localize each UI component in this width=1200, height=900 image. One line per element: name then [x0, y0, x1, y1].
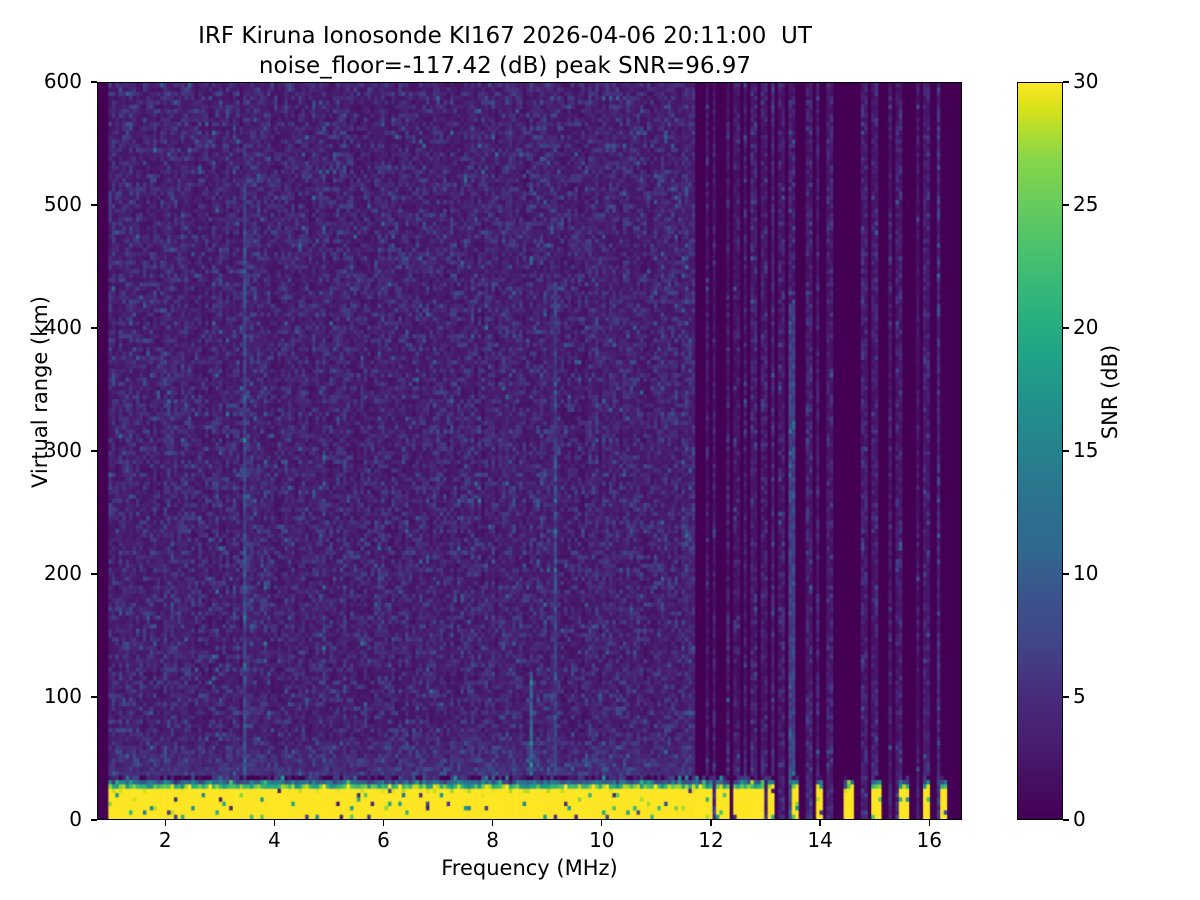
x-tick-mark [601, 820, 603, 826]
figure-title: IRF Kiruna Ionosonde KI167 2026-04-06 20… [0, 22, 1010, 82]
y-tick-label: 100 [43, 684, 82, 708]
ionogram-heatmap [98, 83, 961, 819]
colorbar-tick-mark [1063, 327, 1069, 329]
colorbar-tick-label: 5 [1073, 684, 1086, 708]
title-line-1: IRF Kiruna Ionosonde KI167 2026-04-06 20… [198, 23, 812, 49]
y-tick-label: 200 [43, 561, 82, 585]
y-tick-mark [91, 327, 97, 329]
x-tick-label: 14 [807, 828, 833, 852]
colorbar-gradient [1017, 82, 1063, 820]
y-tick-mark [91, 81, 97, 83]
colorbar-tick-mark [1063, 204, 1069, 206]
y-tick-label: 400 [43, 315, 82, 339]
x-axis-label: Frequency (MHz) [441, 856, 618, 880]
y-tick-mark [91, 696, 97, 698]
colorbar-tick-mark [1063, 696, 1069, 698]
y-axis-label: Virtual range (km) [28, 295, 52, 489]
colorbar-label: SNR (dB) [1098, 344, 1122, 440]
x-tick-mark [492, 820, 494, 826]
colorbar-tick-label: 20 [1073, 315, 1099, 339]
title-line-2: noise_floor=-117.42 (dB) peak SNR=96.97 [258, 52, 752, 79]
x-tick-mark [819, 820, 821, 826]
colorbar-tick-label: 15 [1073, 438, 1099, 462]
x-tick-mark [273, 820, 275, 826]
y-tick-mark [91, 204, 97, 206]
y-tick-label: 600 [43, 69, 82, 93]
y-tick-label: 500 [43, 192, 82, 216]
colorbar-tick-mark [1063, 819, 1069, 821]
x-tick-label: 12 [698, 828, 724, 852]
colorbar-tick-label: 10 [1073, 561, 1099, 585]
y-tick-mark [91, 573, 97, 575]
y-tick-mark [91, 450, 97, 452]
colorbar-tick-label: 0 [1073, 807, 1086, 831]
colorbar-tick-mark [1063, 573, 1069, 575]
x-tick-label: 10 [589, 828, 615, 852]
x-tick-mark [382, 820, 385, 826]
x-tick-label: 8 [486, 828, 500, 852]
colorbar-tick-mark [1063, 450, 1069, 452]
colorbar [1017, 82, 1063, 820]
x-tick-label: 6 [377, 828, 390, 852]
y-tick-label: 300 [43, 438, 82, 462]
x-tick-mark [164, 820, 166, 826]
x-tick-label: 2 [158, 828, 172, 852]
x-tick-label: 16 [916, 828, 942, 852]
colorbar-tick-label: 30 [1073, 69, 1099, 93]
y-tick-label: 0 [69, 807, 82, 831]
x-tick-label: 4 [267, 828, 281, 852]
colorbar-tick-mark [1063, 81, 1069, 83]
x-tick-mark [928, 820, 930, 826]
colorbar-tick-label: 25 [1073, 192, 1099, 216]
ionogram-axes [97, 82, 962, 820]
x-tick-mark [710, 820, 712, 826]
y-tick-mark [91, 819, 97, 821]
